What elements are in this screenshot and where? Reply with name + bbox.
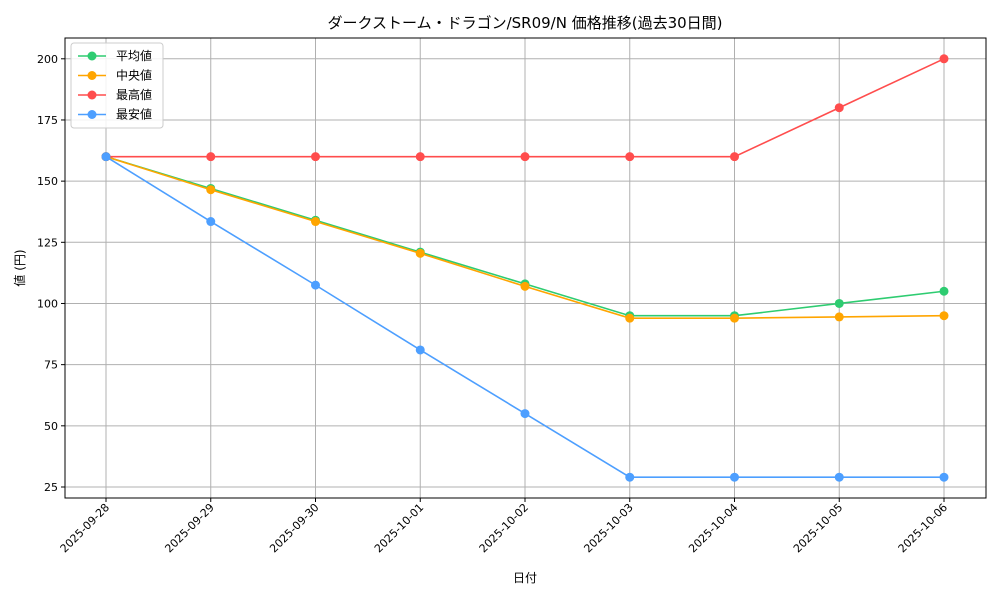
y-tick-label: 175 xyxy=(37,114,58,127)
data-point xyxy=(206,185,216,195)
x-tick-label: 2025-09-28 xyxy=(58,501,112,555)
chart-title: ダークストーム・ドラゴン/SR09/N 価格推移(過去30日間) xyxy=(327,14,722,32)
legend-label: 最高値 xyxy=(116,87,152,102)
plot-frame xyxy=(64,37,987,499)
data-point xyxy=(730,313,739,323)
x-axis: 2025-09-28 2025-09-29 2025-09-30 2025-10-01… xyxy=(58,498,950,555)
x-axis-label: 日付 xyxy=(513,571,537,585)
x-tick-label: 2025-10-02 xyxy=(477,501,531,555)
legend-label: 平均値 xyxy=(116,48,152,63)
data-point xyxy=(206,217,216,227)
data-point xyxy=(834,472,844,482)
data-point xyxy=(939,54,949,64)
data-point xyxy=(625,472,635,482)
data-point xyxy=(311,280,320,290)
data-point xyxy=(311,152,320,162)
grid xyxy=(65,38,986,498)
y-tick-label: 25 xyxy=(44,481,58,494)
legend-marker xyxy=(87,71,97,80)
data-point xyxy=(939,472,949,482)
y-tick-label: 125 xyxy=(37,236,58,249)
data-point xyxy=(834,298,844,308)
series-lines xyxy=(101,54,949,482)
legend-marker xyxy=(87,110,97,119)
y-tick-label: 100 xyxy=(37,297,58,310)
x-tick-label: 2025-10-06 xyxy=(896,501,950,555)
data-point xyxy=(730,152,739,162)
data-point xyxy=(415,248,425,258)
y-axis-label: 値 (円) xyxy=(12,249,27,286)
y-tick-label: 150 xyxy=(37,175,58,188)
data-point xyxy=(834,103,844,113)
data-point xyxy=(101,152,111,162)
data-point xyxy=(415,345,425,355)
data-point xyxy=(520,281,530,291)
legend-marker xyxy=(87,90,97,100)
x-tick-label: 2025-09-30 xyxy=(267,501,321,555)
data-point xyxy=(311,217,320,227)
x-tick-label: 2025-10-03 xyxy=(581,501,635,555)
legend-box xyxy=(70,42,164,129)
x-tick-label: 2025-09-29 xyxy=(162,501,216,555)
data-point xyxy=(520,152,530,162)
data-point xyxy=(939,286,949,296)
y-tick-label: 50 xyxy=(44,420,58,433)
series-3 xyxy=(101,152,949,482)
data-point xyxy=(730,472,739,482)
y-tick-label: 200 xyxy=(37,53,58,66)
x-tick-label: 2025-10-04 xyxy=(686,501,740,555)
y-tick-label: 75 xyxy=(44,359,58,372)
data-point xyxy=(206,152,216,162)
data-point xyxy=(415,152,425,162)
data-point xyxy=(520,409,530,419)
legend-marker xyxy=(87,51,97,61)
data-point xyxy=(834,312,844,322)
data-point xyxy=(625,152,635,162)
x-tick-label: 2025-10-01 xyxy=(372,501,426,555)
data-point xyxy=(625,313,635,323)
data-point xyxy=(939,311,949,321)
legend-label: 最安値 xyxy=(116,107,152,122)
y-axis: 25 50 75 100 125 150 175 200 xyxy=(37,53,65,494)
x-tick-label: 2025-10-05 xyxy=(791,501,845,555)
series-1 xyxy=(101,152,949,323)
legend-label: 中央値 xyxy=(116,68,152,83)
